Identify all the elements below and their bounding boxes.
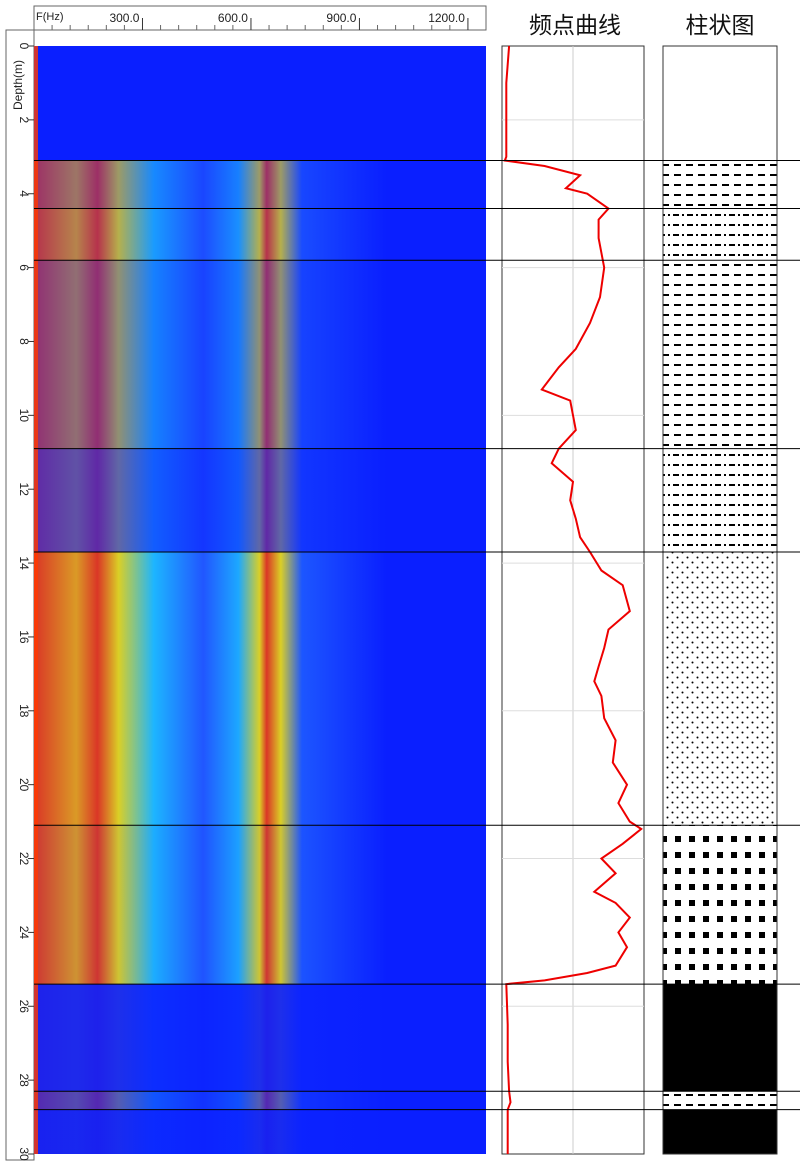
depth-tick-label: 2: [17, 117, 31, 124]
lithology-layer-dash-dot: [663, 448, 777, 552]
lithology-layer-solid: [663, 1109, 777, 1154]
lithology-layer-dots: [663, 551, 777, 826]
track-title: 频点曲线: [529, 13, 621, 39]
depth-tick-label: 22: [17, 852, 31, 866]
depth-axis-label: Depth(m): [11, 60, 25, 110]
depth-tick-label: 18: [17, 704, 31, 718]
lithology-column: [662, 45, 778, 1155]
depth-tick-label: 14: [17, 556, 31, 570]
lithology-layer-dash: [663, 160, 777, 209]
spectrogram-edge: [34, 46, 38, 1154]
spectrogram: [34, 46, 486, 1154]
freq-tick-label: 900.0: [326, 11, 356, 25]
freq-tick-label: 300.0: [109, 11, 139, 25]
freq-tick-label: 1200.0: [428, 11, 465, 25]
frequency-axis: F(Hz) 300.0 600.0 900.0 1200.0: [33, 5, 487, 31]
lithology-layer-squares: [663, 825, 777, 985]
depth-tick-label: 28: [17, 1073, 31, 1087]
spectrogram-band: [34, 160, 387, 209]
depth-tick-label: 4: [17, 190, 31, 197]
column-title: 柱状图: [685, 13, 755, 39]
depth-tick-label: 0: [17, 43, 31, 50]
spectrogram-band: [34, 825, 387, 985]
lithology-layer-solid: [663, 984, 777, 1092]
frequency-axis-label: F(Hz): [36, 11, 64, 23]
spectrogram-band: [34, 208, 387, 261]
lithology-layer-dash: [663, 1091, 777, 1110]
depth-tick-label: 12: [17, 483, 31, 497]
lithology-layer-blank: [663, 46, 777, 161]
spectrogram-band: [34, 1109, 387, 1154]
freq-tick-label: 600.0: [218, 11, 248, 25]
frequency-curve: [503, 45, 643, 1154]
depth-tick-label: 16: [17, 630, 31, 644]
spectrogram-band: [34, 984, 387, 1092]
depth-tick-label: 6: [17, 264, 31, 271]
spectrogram-band: [34, 260, 387, 449]
depth-tick-label: 30: [17, 1147, 31, 1161]
depth-tick-label: 10: [17, 409, 31, 423]
depth-boundaries: [34, 159, 800, 1111]
lithology-layer-dash-dot: [663, 208, 777, 261]
depth-tick-label: 24: [17, 926, 31, 940]
depth-tick-label: 20: [17, 778, 31, 792]
spectrogram-band: [34, 448, 387, 552]
spectrogram-band: [34, 551, 387, 826]
depth-tick-label: 26: [17, 1000, 31, 1014]
lithology-layer-dash: [663, 260, 777, 449]
spectrogram-band: [34, 1091, 387, 1110]
depth-tick-label: 8: [17, 338, 31, 345]
frequency-curve-track: [501, 45, 645, 1155]
